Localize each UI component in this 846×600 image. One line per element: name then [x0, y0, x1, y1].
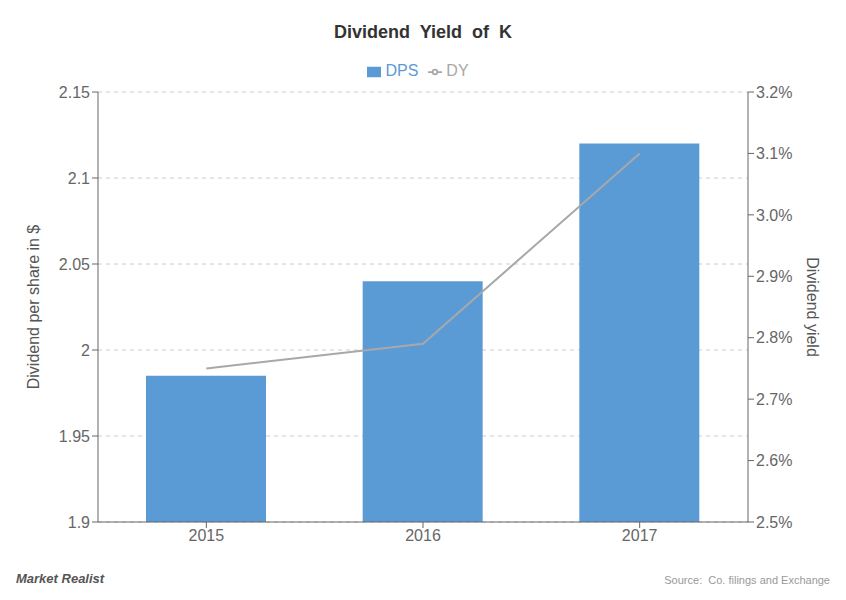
svg-text:1.9: 1.9 — [68, 514, 90, 531]
svg-text:Dividend yield: Dividend yield — [804, 257, 821, 357]
svg-text:2.9%: 2.9% — [756, 268, 792, 285]
html-text:Market Realist: Market Realist — [16, 571, 105, 586]
svg-text:2.8%: 2.8% — [756, 329, 792, 346]
svg-text:3.0%: 3.0% — [756, 207, 792, 224]
svg-text:3.1%: 3.1% — [756, 145, 792, 162]
html-text:DY: DY — [446, 62, 469, 79]
svg-text:2016: 2016 — [405, 527, 441, 544]
svg-text:Dividend per share in $: Dividend per share in $ — [25, 225, 42, 390]
svg-text:2017: 2017 — [622, 527, 658, 544]
svg-text:2.05: 2.05 — [59, 256, 90, 273]
svg-text:2.5%: 2.5% — [756, 514, 792, 531]
svg-text:2: 2 — [81, 342, 90, 359]
svg-text:2.15: 2.15 — [59, 84, 90, 101]
svg-text:1.95: 1.95 — [59, 428, 90, 445]
html-text:Dividend Yield of K: Dividend Yield of K — [334, 22, 512, 42]
html-text:DPS: DPS — [385, 62, 419, 79]
svg-text:2.7%: 2.7% — [756, 391, 792, 408]
svg-text:2.1: 2.1 — [68, 170, 90, 187]
html-text:Source: Co. filings and Exchan: Source: Co. filings and Exchange — [664, 574, 830, 586]
svg-text:2.6%: 2.6% — [756, 452, 792, 469]
svg-text:3.2%: 3.2% — [756, 84, 792, 101]
svg-text:2015: 2015 — [189, 527, 225, 544]
